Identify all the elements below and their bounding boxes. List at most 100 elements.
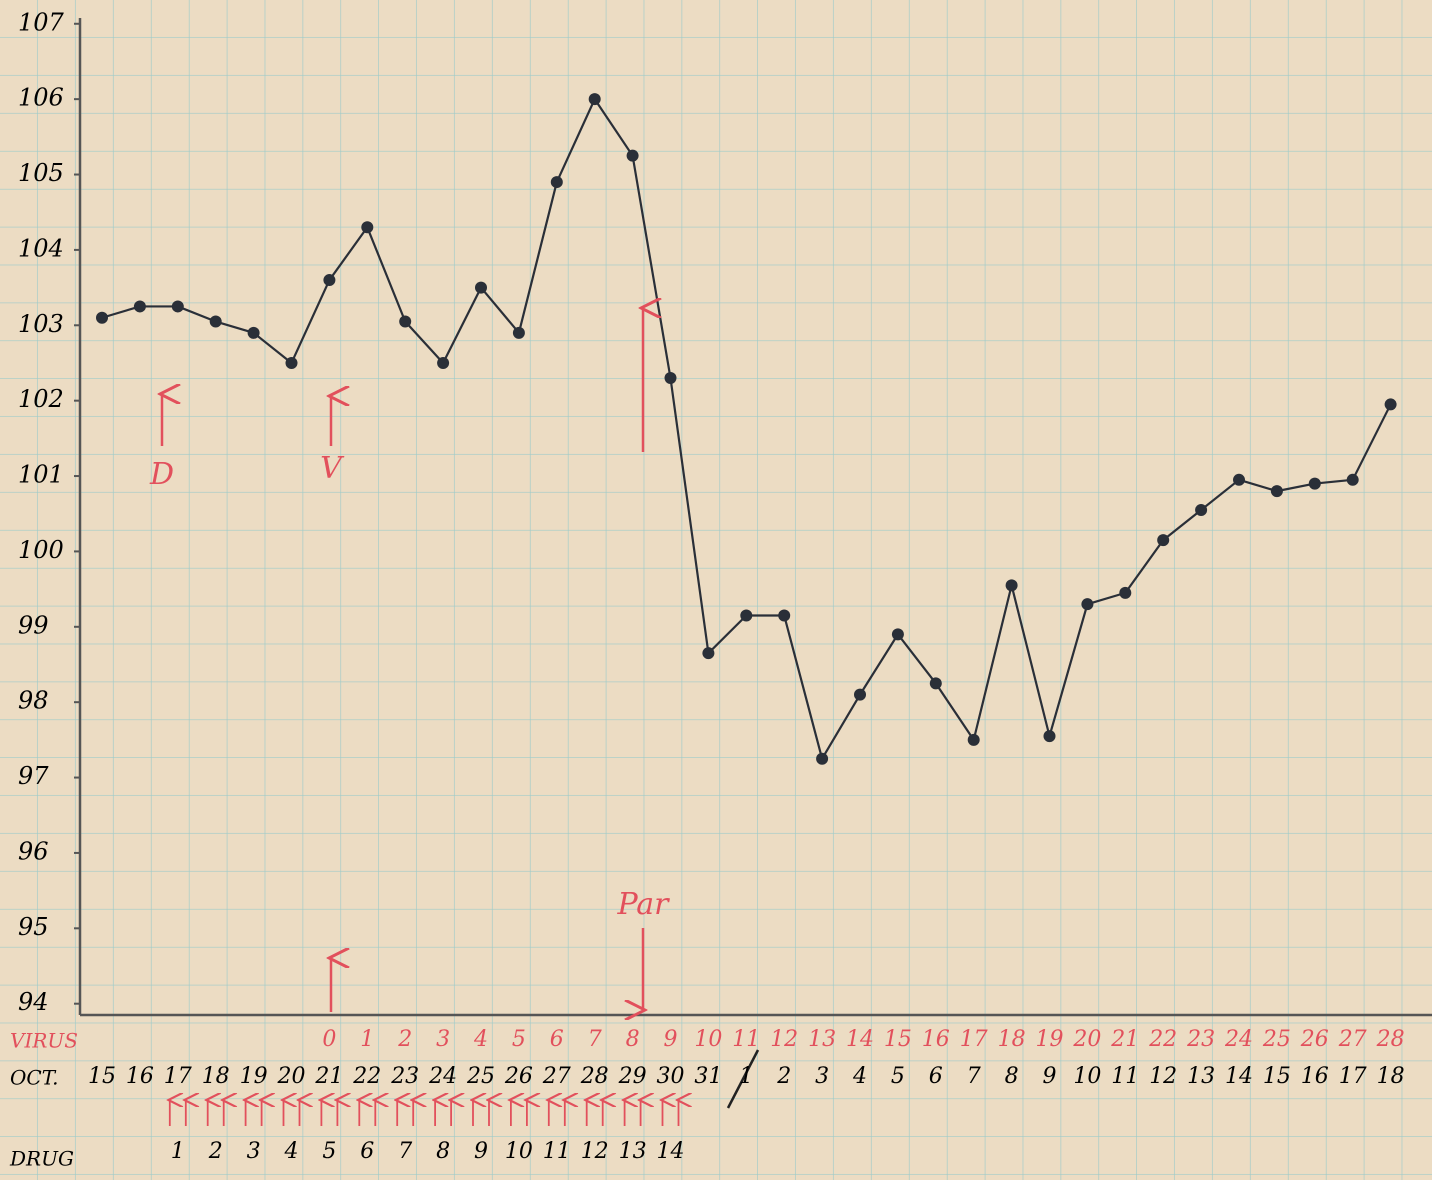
x-tick-label: 28 <box>580 1064 609 1089</box>
x-tick-label: 20 <box>277 1064 306 1089</box>
data-point <box>247 326 260 339</box>
virus-day: 4 <box>473 1027 488 1052</box>
data-point <box>171 300 184 313</box>
y-tick-label: 94 <box>18 988 49 1016</box>
data-point <box>740 609 753 622</box>
x-tick-label: 17 <box>164 1064 192 1089</box>
x-tick-label: 16 <box>1301 1064 1329 1089</box>
data-point <box>361 221 374 234</box>
y-tick-label: 96 <box>18 837 49 865</box>
virus-day: 27 <box>1338 1027 1367 1052</box>
x-tick-label: 22 <box>352 1064 381 1089</box>
row-label-drug: DRUG <box>9 1147 74 1171</box>
x-tick-label: 1 <box>739 1064 753 1089</box>
drug-day: 11 <box>543 1139 571 1164</box>
x-tick-label: 21 <box>314 1064 343 1089</box>
virus-day: 3 <box>436 1027 450 1052</box>
drug-day: 3 <box>247 1139 261 1164</box>
data-point <box>664 372 677 385</box>
data-point <box>854 688 866 701</box>
x-tick-label: 25 <box>466 1064 495 1089</box>
data-point <box>323 274 336 287</box>
month-divider <box>726 1049 760 1109</box>
row-label-virus: VIRUS <box>10 1029 78 1053</box>
drug-day: 13 <box>619 1139 647 1164</box>
virus-day: 28 <box>1376 1027 1405 1052</box>
data-point <box>209 315 222 328</box>
x-tick-label: 5 <box>891 1064 905 1089</box>
data-point <box>702 647 715 660</box>
virus-day: 19 <box>1036 1027 1064 1052</box>
y-tick-label: 100 <box>18 536 64 564</box>
virus-day: 7 <box>588 1027 602 1052</box>
data-point <box>1346 473 1359 486</box>
y-tick-label: 102 <box>18 385 64 413</box>
virus-day: 14 <box>846 1027 874 1052</box>
y-tick-label: 101 <box>18 461 64 489</box>
virus-day: 12 <box>770 1027 798 1052</box>
x-tick-label: 9 <box>1043 1064 1057 1089</box>
drug-day: 14 <box>657 1139 685 1164</box>
x-tick-label: 31 <box>694 1064 722 1089</box>
data-point <box>929 677 942 690</box>
x-tick-label: 30 <box>657 1064 685 1089</box>
drug-day: 10 <box>505 1139 533 1164</box>
annotation: V <box>320 451 345 486</box>
virus-day: 20 <box>1072 1027 1101 1052</box>
x-tick-label: 6 <box>929 1064 943 1089</box>
virus-day: 1 <box>360 1027 374 1052</box>
x-tick-label: 19 <box>240 1064 268 1089</box>
data-point <box>891 628 904 641</box>
drug-day: 7 <box>398 1139 412 1164</box>
y-tick-label: 97 <box>18 762 49 790</box>
virus-day: 18 <box>998 1027 1026 1052</box>
x-tick-label: 17 <box>1339 1064 1367 1089</box>
annotation: Par <box>616 887 670 922</box>
row-label-date: OCT. <box>10 1066 58 1090</box>
x-tick-label: 2 <box>776 1064 791 1089</box>
virus-day: 17 <box>960 1027 988 1052</box>
y-tick-label: 99 <box>18 611 49 639</box>
virus-day: 16 <box>922 1027 950 1052</box>
drug-day: 6 <box>360 1139 374 1164</box>
x-tick-label: 27 <box>542 1064 571 1089</box>
data-point <box>437 356 450 369</box>
x-tick-label: 24 <box>428 1064 457 1089</box>
data-point <box>626 149 639 162</box>
x-tick-label: 18 <box>1377 1064 1405 1089</box>
drug-day: 1 <box>171 1139 185 1164</box>
data-point <box>1043 730 1056 743</box>
drug-day: 4 <box>284 1139 299 1164</box>
data-point <box>399 315 412 328</box>
x-tick-label: 15 <box>1263 1064 1291 1089</box>
x-tick-label: 13 <box>1187 1064 1215 1089</box>
virus-day: 8 <box>626 1027 640 1052</box>
x-tick-label: 18 <box>202 1064 230 1089</box>
x-tick-label: 12 <box>1149 1064 1177 1089</box>
x-tick-label: 29 <box>618 1064 647 1089</box>
data-point <box>512 326 525 339</box>
y-tick-label: 105 <box>18 159 64 187</box>
data-point <box>285 356 298 369</box>
data-point <box>1270 485 1283 498</box>
virus-day: 22 <box>1148 1027 1177 1052</box>
data-point <box>475 281 487 294</box>
drug-day: 8 <box>436 1139 450 1164</box>
y-tick-label: 103 <box>18 310 64 338</box>
data-point <box>1233 473 1245 486</box>
x-tick-label: 16 <box>126 1064 154 1089</box>
data-point <box>816 752 829 765</box>
data-point <box>1119 586 1132 599</box>
data-point <box>1384 398 1397 411</box>
x-tick-label: 26 <box>504 1064 533 1089</box>
data-point <box>967 733 980 746</box>
virus-day: 13 <box>808 1027 836 1052</box>
virus-day: 5 <box>512 1027 526 1052</box>
virus-day: 6 <box>550 1027 564 1052</box>
virus-day: 26 <box>1300 1027 1329 1052</box>
x-tick-label: 15 <box>88 1064 116 1089</box>
virus-day: 21 <box>1110 1027 1139 1052</box>
data-point <box>1157 534 1170 547</box>
